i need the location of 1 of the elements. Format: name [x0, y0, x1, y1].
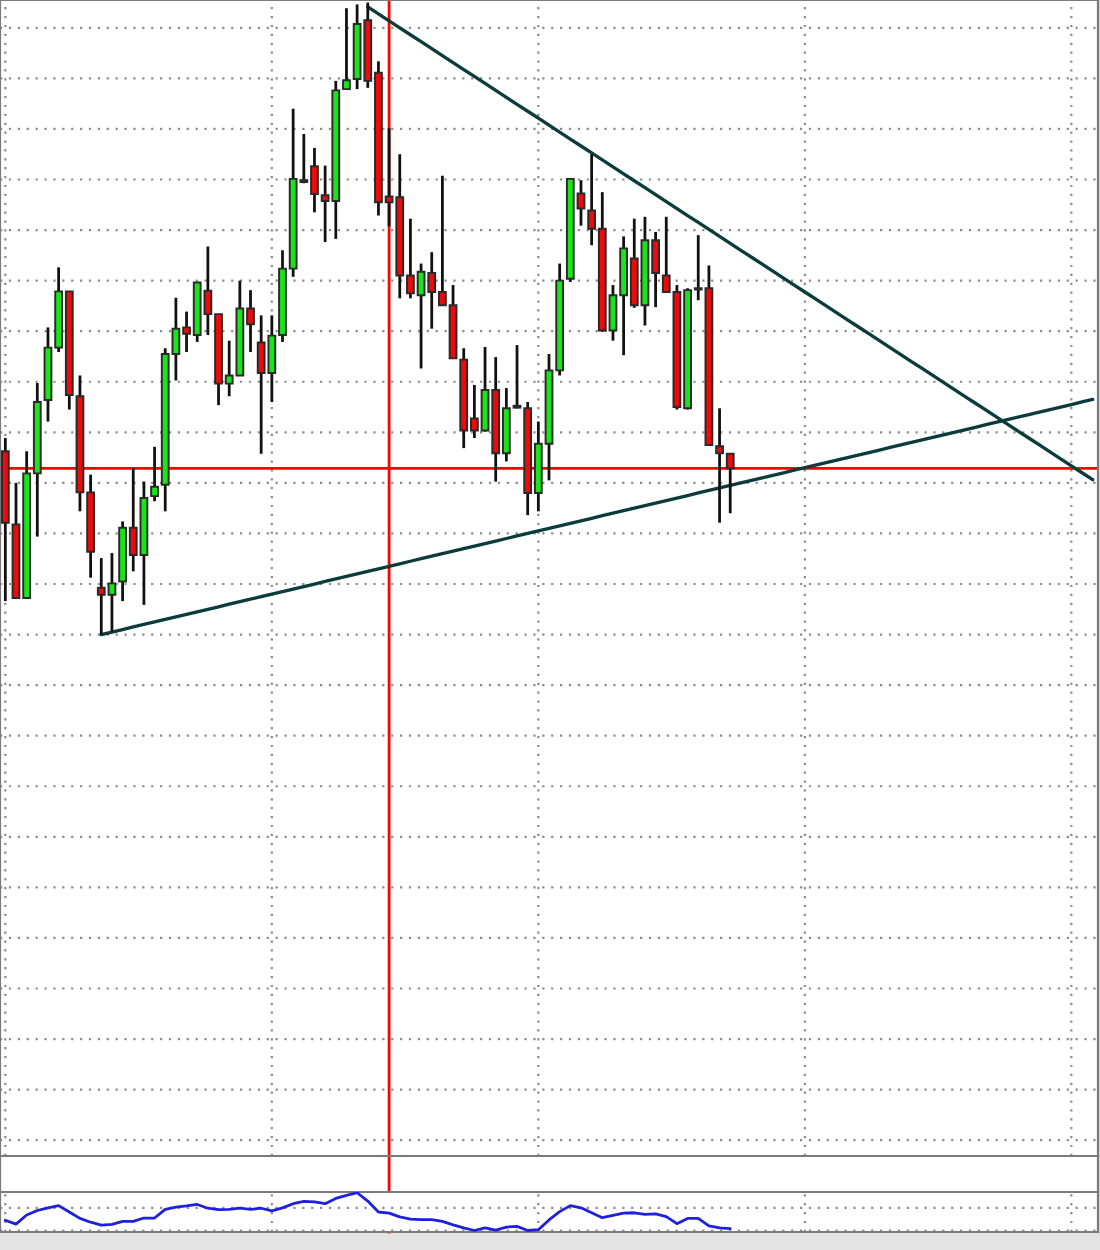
- candlestick: [150, 445, 159, 503]
